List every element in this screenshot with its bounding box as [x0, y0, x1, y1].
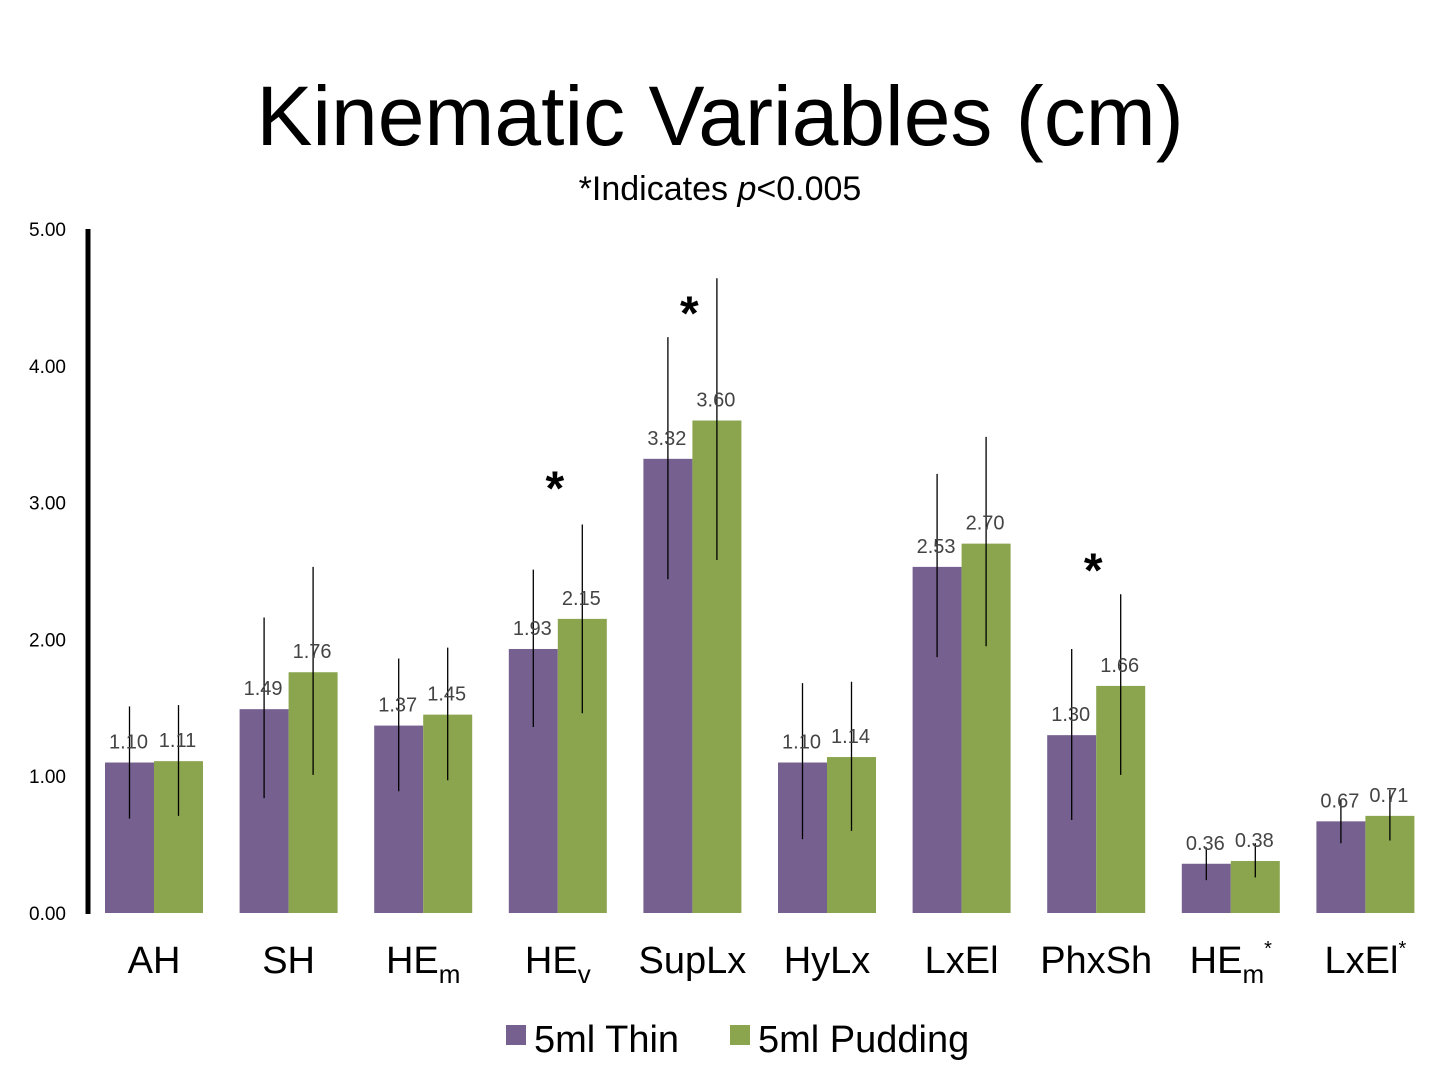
legend-label-thin: 5ml Thin	[534, 1019, 679, 1061]
data-label: 2.70	[966, 513, 1005, 535]
data-label: 0.71	[1369, 785, 1408, 807]
data-label: 0.38	[1235, 830, 1274, 852]
category-label: HEv	[525, 940, 591, 989]
data-label: 1.14	[831, 726, 870, 748]
data-label: 1.93	[513, 618, 552, 640]
significance-star: *	[545, 463, 564, 516]
legend-swatch-thin	[506, 1025, 526, 1045]
data-label: 1.49	[244, 678, 283, 700]
category-label: HEm	[386, 940, 460, 989]
category-label: AH	[128, 940, 181, 982]
category-labels: AH SH HEm HEv SupLx HyLx LxEl PhxSh HEm* LxEl*	[128, 938, 1407, 989]
data-label: 1.10	[782, 732, 821, 754]
y-tick-label: 5.00	[29, 220, 66, 241]
data-label: 1.11	[159, 730, 196, 752]
data-label: 1.45	[427, 684, 466, 706]
legend: 5ml Thin 5ml Pudding	[506, 1019, 969, 1061]
legend-label-pudding: 5ml Pudding	[758, 1019, 969, 1061]
category-label: SupLx	[639, 940, 747, 982]
y-tick-label: 1.00	[29, 767, 66, 788]
subtitle-italic: p	[736, 170, 756, 208]
category-label: SH	[262, 940, 315, 982]
y-tick-label: 3.00	[29, 494, 66, 515]
data-label: 3.60	[696, 390, 735, 412]
category-label: LxEl*	[1325, 938, 1407, 982]
category-label: HyLx	[784, 940, 871, 982]
data-label: 0.67	[1320, 790, 1359, 812]
data-label: 0.36	[1186, 833, 1225, 855]
data-label: 1.10	[109, 732, 148, 754]
y-tick-label: 4.00	[29, 357, 66, 378]
bars	[105, 420, 1415, 913]
category-label: LxEl	[925, 940, 999, 982]
significance-star: *	[1084, 545, 1103, 598]
subtitle-prefix: *Indicates	[579, 170, 738, 208]
data-label: 2.53	[917, 536, 956, 558]
data-label: 1.66	[1100, 655, 1139, 677]
data-label: 1.76	[293, 641, 332, 663]
data-label: 2.15	[562, 588, 601, 610]
y-axis-ticks: 0.00 1.00 2.00 3.00 4.00 5.00	[29, 220, 66, 925]
category-label: HEm*	[1190, 938, 1272, 989]
data-label: 1.37	[378, 695, 417, 717]
legend-swatch-pudding	[730, 1025, 750, 1045]
data-label: 1.30	[1051, 704, 1090, 726]
significance-markers: * * *	[545, 287, 1102, 597]
significance-star: *	[680, 287, 699, 340]
category-label: PhxSh	[1040, 940, 1152, 982]
data-labels: 1.10 1.49 1.37 1.93 3.32 1.10 2.53 1.30 0.36 0.67…	[109, 390, 1408, 855]
y-tick-label: 0.00	[29, 904, 66, 925]
y-tick-label: 2.00	[29, 630, 66, 651]
error-bars	[128, 278, 1391, 881]
data-label: 3.32	[647, 428, 686, 450]
chart-subtitle: *Indicates p<0.005	[579, 170, 862, 208]
subtitle-suffix: <0.005	[756, 170, 861, 208]
chart-title: Kinematic Variables (cm)	[256, 69, 1183, 163]
